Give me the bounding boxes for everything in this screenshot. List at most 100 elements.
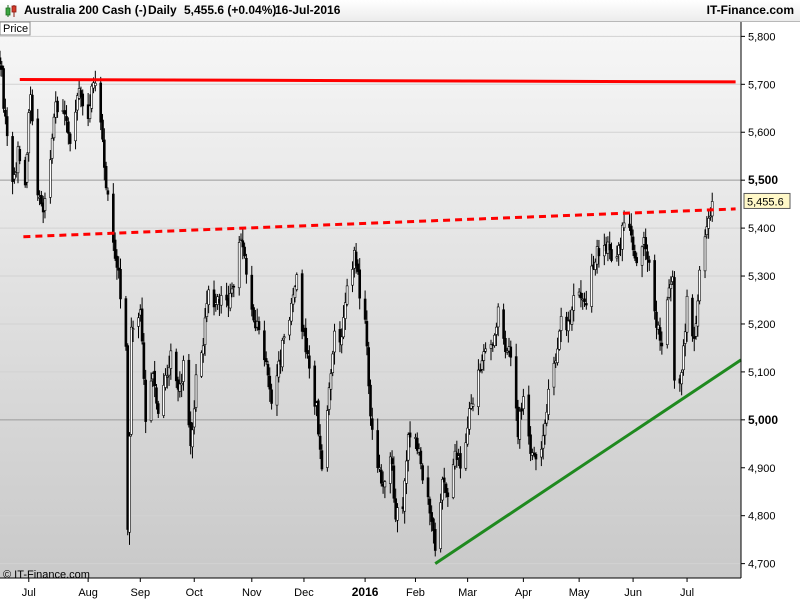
- candle: [390, 450, 394, 471]
- candle-body: [243, 246, 246, 257]
- candle: [441, 476, 444, 510]
- candle: [707, 211, 710, 239]
- candle-body: [559, 316, 563, 331]
- candle: [370, 407, 374, 440]
- candle: [252, 304, 255, 323]
- candle: [270, 383, 273, 410]
- x-tick-label: Apr: [515, 587, 532, 599]
- chart-header: Australia 200 Cash (-) Daily 5,455.6 (+0…: [0, 0, 800, 22]
- candle-body: [76, 95, 79, 111]
- candle: [610, 242, 613, 263]
- candle-body: [129, 326, 133, 435]
- price-series: [0, 50, 714, 557]
- candle-body: [495, 326, 498, 335]
- candle: [345, 278, 349, 307]
- candle: [144, 369, 147, 434]
- candle-body: [2, 68, 5, 109]
- candle-body: [567, 320, 570, 332]
- candle: [369, 379, 372, 426]
- candle: [290, 297, 293, 326]
- candle: [18, 145, 22, 165]
- candle-body: [597, 248, 601, 257]
- candle: [655, 300, 658, 340]
- last-price-box: [743, 192, 791, 209]
- candle-body: [579, 292, 583, 299]
- candle-body: [379, 469, 383, 484]
- y-tick-label: 5,100: [748, 367, 776, 379]
- candle-body: [482, 351, 486, 361]
- candle: [669, 276, 673, 302]
- candle-body: [351, 269, 354, 286]
- candle-body: [0, 57, 2, 65]
- candle: [367, 341, 371, 395]
- candle: [104, 161, 108, 191]
- candle: [590, 253, 594, 313]
- y-tick-label: 5,600: [748, 127, 776, 139]
- candle-body: [128, 435, 131, 533]
- candle: [493, 333, 496, 348]
- x-tick-label: Jul: [22, 587, 36, 599]
- candle-body: [331, 353, 335, 373]
- candle: [464, 433, 468, 471]
- y-tick-label: 5,700: [748, 79, 776, 91]
- candle-body: [696, 300, 700, 327]
- candle-body: [232, 285, 236, 288]
- candle: [293, 285, 297, 303]
- candle-body: [318, 435, 322, 450]
- candle-body: [119, 268, 122, 300]
- candle: [317, 398, 320, 437]
- candle-body: [308, 355, 311, 369]
- candle-body: [446, 492, 450, 498]
- candle-body: [5, 116, 9, 137]
- candle: [191, 422, 194, 459]
- candle-body: [466, 427, 469, 445]
- copyright-label: © IT-Finance.com: [3, 569, 90, 581]
- candle-body: [194, 374, 198, 408]
- candle-body: [633, 251, 637, 259]
- candle: [534, 452, 538, 471]
- candle-body: [545, 411, 549, 424]
- candle: [545, 404, 549, 427]
- candle: [237, 235, 241, 296]
- candle-body: [585, 303, 588, 306]
- candle-body: [266, 364, 270, 376]
- candle-body: [707, 217, 710, 229]
- candle-body: [459, 453, 462, 469]
- price-tag-box: [0, 21, 31, 36]
- candle-body: [67, 121, 70, 134]
- candle: [396, 503, 399, 533]
- candle-body: [36, 118, 40, 196]
- instrument-name: Australia 200 Cash (-): [24, 3, 147, 17]
- candle-body: [608, 243, 612, 251]
- candle: [403, 478, 406, 524]
- candle: [56, 96, 59, 118]
- candle: [466, 416, 469, 447]
- candle-body: [178, 383, 182, 392]
- candle: [520, 402, 523, 420]
- candle-body: [655, 311, 658, 328]
- candle: [477, 359, 480, 416]
- candle: [129, 317, 133, 437]
- candle-body: [383, 481, 387, 488]
- candle: [25, 152, 29, 189]
- candle-body: [317, 400, 320, 435]
- candle: [119, 258, 122, 309]
- candle-body: [635, 257, 638, 264]
- candle-body: [320, 450, 324, 470]
- candle-body: [290, 302, 293, 322]
- candle: [378, 454, 381, 473]
- candle-body: [471, 403, 475, 407]
- plot-area: [0, 22, 741, 578]
- candle-body: [653, 260, 656, 312]
- candle-body: [228, 293, 232, 309]
- candle-body: [205, 303, 209, 317]
- y-tick-label: 5,000: [748, 413, 778, 427]
- candle: [439, 493, 442, 553]
- candle-body: [547, 388, 550, 415]
- candle-body: [363, 298, 367, 320]
- candle: [559, 307, 563, 343]
- candle-body: [572, 295, 576, 311]
- candle-body: [326, 410, 329, 468]
- candle-body: [81, 93, 85, 107]
- candle-body: [153, 370, 156, 386]
